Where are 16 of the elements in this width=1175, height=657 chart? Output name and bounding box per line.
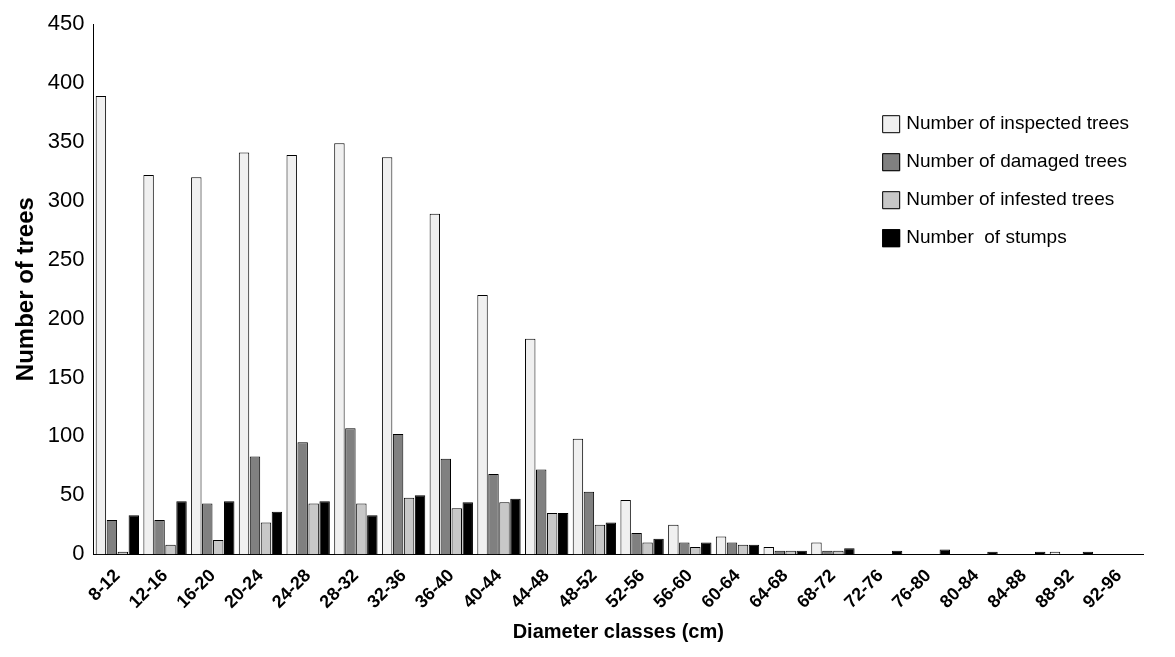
y-tick-label: 0 [72, 540, 85, 566]
y-tick-label: 150 [47, 363, 85, 389]
x-axis-title: Diameter classes (cm) [512, 619, 724, 642]
legend-label: Number of infested trees [906, 188, 1115, 210]
y-tick-label: 250 [47, 245, 85, 271]
y-tick-label: 450 [47, 10, 85, 36]
y-axis-title: Number of trees [11, 197, 39, 382]
y-tick-label: 400 [47, 69, 85, 95]
y-tick-label: 100 [47, 422, 85, 448]
y-tick-label: 50 [60, 481, 85, 507]
legend-label: Number of stumps [906, 226, 1067, 248]
legend-label: Number of inspected trees [906, 112, 1130, 134]
y-tick-label: 200 [47, 304, 85, 330]
legend-label: Number of damaged trees [906, 150, 1127, 172]
y-tick-label: 350 [47, 128, 85, 154]
y-tick-label: 300 [47, 186, 85, 212]
